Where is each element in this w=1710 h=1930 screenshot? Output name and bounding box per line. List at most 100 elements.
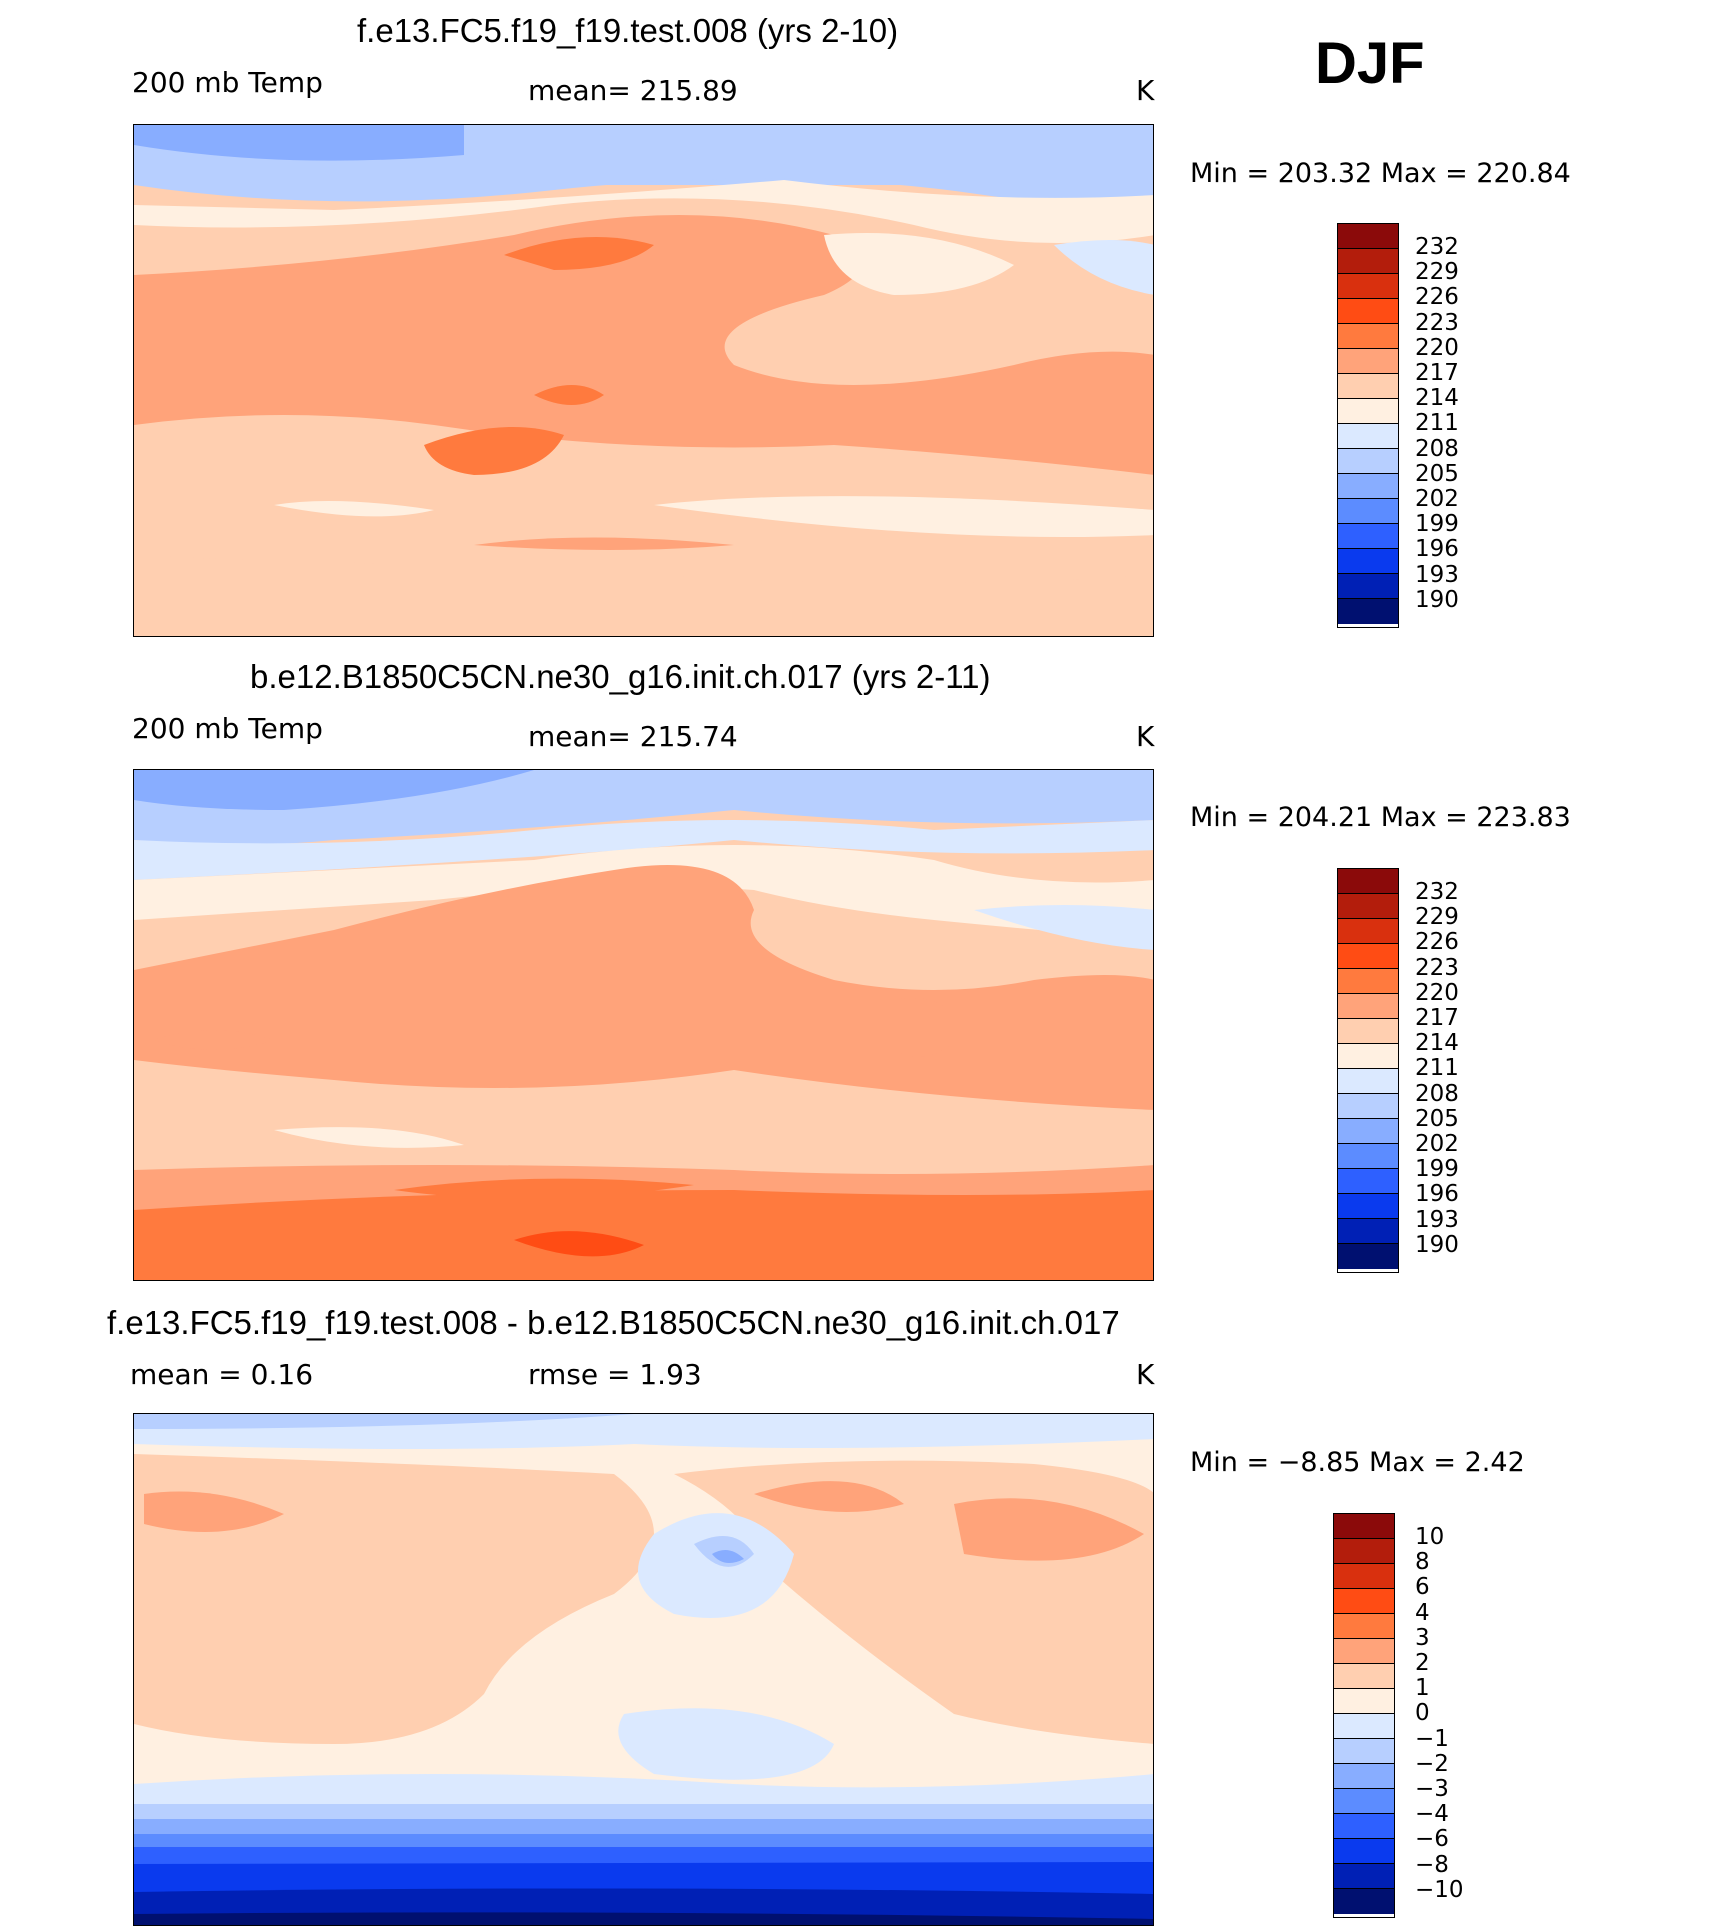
colorbar-swatch xyxy=(1338,1019,1398,1044)
panel-1-map xyxy=(133,124,1154,637)
colorbar-swatch xyxy=(1338,299,1398,324)
colorbar-swatch xyxy=(1338,474,1398,499)
colorbar-swatch xyxy=(1338,549,1398,574)
colorbar-swatch xyxy=(1334,1614,1394,1639)
colorbar-tick-label: −8 xyxy=(1415,1851,1449,1878)
panel-1-contour-field xyxy=(134,125,1153,636)
panel-1-variable-label: 200 mb Temp xyxy=(132,66,323,99)
panel-2-units: K xyxy=(1136,720,1155,753)
colorbar-swatch xyxy=(1334,1789,1394,1814)
colorbar-swatch xyxy=(1338,499,1398,524)
colorbar-swatch xyxy=(1334,1839,1394,1864)
colorbar-tick-label: 211 xyxy=(1415,410,1459,437)
colorbar-tick-label: 205 xyxy=(1415,460,1459,487)
panel-2-map xyxy=(133,769,1154,1281)
colorbar-swatch xyxy=(1338,1169,1398,1194)
panel-3-map xyxy=(133,1413,1154,1926)
panel-3-units: K xyxy=(1136,1358,1155,1391)
colorbar-swatch xyxy=(1338,374,1398,399)
colorbar-tick-label: 223 xyxy=(1415,954,1459,981)
colorbar-tick-label: 199 xyxy=(1415,511,1459,538)
colorbar-swatch xyxy=(1338,994,1398,1019)
colorbar-tick-label: 232 xyxy=(1415,234,1459,260)
colorbar-tick-label: 6 xyxy=(1415,1574,1430,1601)
colorbar-tick-label: 223 xyxy=(1415,309,1459,336)
colorbar-tick-label: 208 xyxy=(1415,1080,1459,1107)
panel-1-min-max: Min = 203.32 Max = 220.84 xyxy=(1190,158,1571,189)
colorbar-tick-label: 229 xyxy=(1415,259,1459,286)
colorbar-swatch xyxy=(1334,1864,1394,1889)
colorbar-swatch xyxy=(1338,449,1398,474)
colorbar-swatch xyxy=(1338,919,1398,944)
colorbar-tick-label: 199 xyxy=(1415,1156,1459,1183)
colorbar-tick-label: 229 xyxy=(1415,904,1459,931)
colorbar-tick-label: 193 xyxy=(1415,561,1459,588)
colorbar-swatch xyxy=(1338,524,1398,549)
panel-3-colorbar xyxy=(1333,1513,1395,1918)
panel-2-contour-field xyxy=(134,770,1153,1280)
colorbar-swatch xyxy=(1334,1814,1394,1839)
panel-3-contour-field xyxy=(134,1414,1153,1925)
colorbar-tick-label: 232 xyxy=(1415,879,1459,905)
colorbar-swatch xyxy=(1334,1889,1394,1914)
colorbar-swatch xyxy=(1338,894,1398,919)
colorbar-swatch xyxy=(1334,1689,1394,1714)
panel-3-min-max: Min = −8.85 Max = 2.42 xyxy=(1190,1447,1525,1478)
colorbar-swatch xyxy=(1334,1739,1394,1764)
colorbar-swatch xyxy=(1338,574,1398,599)
colorbar-swatch xyxy=(1338,1194,1398,1219)
panel-2-variable-label: 200 mb Temp xyxy=(132,712,323,745)
colorbar-tick-label: 214 xyxy=(1415,1030,1459,1057)
colorbar-tick-label: 214 xyxy=(1415,385,1459,412)
panel-3-rmse-label: rmse = 1.93 xyxy=(528,1358,702,1391)
colorbar-tick-label: 3 xyxy=(1415,1624,1430,1651)
panel-3-mean-label: mean = 0.16 xyxy=(130,1358,314,1391)
colorbar-swatch xyxy=(1334,1564,1394,1589)
colorbar-tick-label: −3 xyxy=(1415,1776,1449,1802)
colorbar-tick-label: −10 xyxy=(1415,1876,1464,1903)
colorbar-swatch xyxy=(1334,1714,1394,1739)
panel-2-mean-label: mean= 215.74 xyxy=(528,720,738,753)
colorbar-swatch xyxy=(1338,1144,1398,1169)
colorbar-swatch xyxy=(1338,1044,1398,1069)
colorbar-swatch xyxy=(1338,424,1398,449)
colorbar-tick-label: 4 xyxy=(1415,1599,1430,1626)
colorbar-swatch xyxy=(1338,944,1398,969)
colorbar-swatch xyxy=(1338,1244,1398,1269)
colorbar-tick-label: 220 xyxy=(1415,979,1459,1006)
colorbar-tick-label: 196 xyxy=(1415,1181,1459,1208)
colorbar-tick-label: 226 xyxy=(1415,284,1459,311)
panel-1-colorbar xyxy=(1337,223,1399,628)
colorbar-tick-label: 2 xyxy=(1415,1650,1430,1676)
colorbar-tick-label: 205 xyxy=(1415,1105,1459,1132)
colorbar-swatch xyxy=(1338,1094,1398,1119)
colorbar-tick-label: 226 xyxy=(1415,929,1459,956)
colorbar-tick-label: 190 xyxy=(1415,1231,1459,1258)
colorbar-tick-label: 202 xyxy=(1415,1131,1459,1157)
panel-1-title: f.e13.FC5.f19_f19.test.008 (yrs 2-10) xyxy=(357,12,899,49)
colorbar-tick-label: 208 xyxy=(1415,435,1459,462)
panel-2-colorbar xyxy=(1337,868,1399,1273)
panel-1-mean-label: mean= 215.89 xyxy=(528,74,738,107)
colorbar-tick-label: 8 xyxy=(1415,1549,1430,1576)
colorbar-swatch xyxy=(1338,1069,1398,1094)
colorbar-tick-label: 211 xyxy=(1415,1055,1459,1082)
panel-1-units: K xyxy=(1136,74,1155,107)
colorbar-tick-label: −2 xyxy=(1415,1750,1449,1777)
colorbar-swatch xyxy=(1338,324,1398,349)
colorbar-tick-label: 193 xyxy=(1415,1206,1459,1233)
panel-2-min-max: Min = 204.21 Max = 223.83 xyxy=(1190,802,1571,833)
colorbar-tick-label: −1 xyxy=(1415,1725,1449,1752)
colorbar-swatch xyxy=(1338,599,1398,624)
colorbar-swatch xyxy=(1334,1514,1394,1539)
colorbar-tick-label: 202 xyxy=(1415,486,1459,512)
colorbar-swatch xyxy=(1334,1639,1394,1664)
colorbar-swatch xyxy=(1338,1219,1398,1244)
colorbar-swatch xyxy=(1338,1119,1398,1144)
colorbar-tick-label: 0 xyxy=(1415,1700,1430,1727)
colorbar-swatch xyxy=(1338,399,1398,424)
colorbar-swatch xyxy=(1334,1664,1394,1689)
colorbar-swatch xyxy=(1338,349,1398,374)
colorbar-tick-label: −6 xyxy=(1415,1826,1449,1853)
colorbar-tick-label: −4 xyxy=(1415,1801,1449,1828)
